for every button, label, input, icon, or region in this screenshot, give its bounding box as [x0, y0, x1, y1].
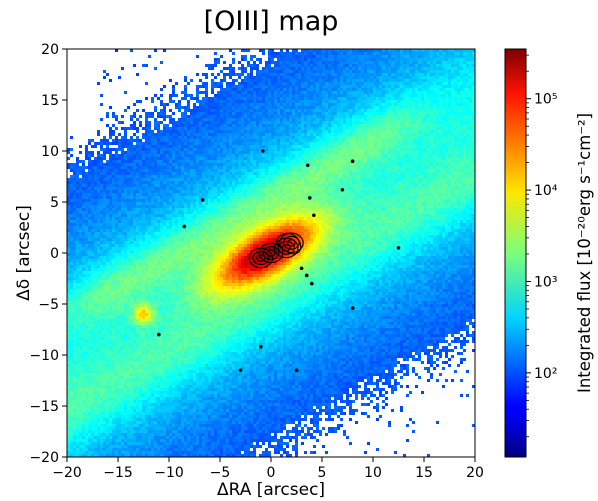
colorbar-gradient: [505, 49, 526, 457]
point-source-dot: [396, 246, 401, 250]
point-source-dot: [305, 163, 310, 168]
point-source-dot: [312, 213, 316, 218]
x-tick-label: 0: [267, 465, 276, 481]
colorbar-label: Integrated flux [10⁻²⁰erg s⁻¹cm⁻²]: [575, 113, 594, 393]
contour-line: [286, 239, 296, 247]
contour-line: [262, 246, 280, 260]
point-source-dot: [259, 345, 263, 349]
y-tick-label: −5: [38, 297, 59, 313]
contour-line: [258, 242, 284, 264]
point-source-dot: [310, 281, 314, 286]
y-tick-label: 20: [41, 42, 59, 58]
point-source-dot: [299, 266, 304, 271]
point-source-dot: [294, 368, 299, 373]
contour-line: [277, 240, 295, 255]
point-source-dot: [238, 368, 243, 373]
y-axis-label: Δδ [arcsec]: [14, 205, 34, 301]
colorbar-tick-label: 10²: [534, 366, 557, 382]
colorbar-tick-label: 10⁵: [534, 92, 557, 108]
flux-contours: [248, 232, 304, 269]
y-tick-label: 15: [41, 93, 59, 109]
chart-title: [OIII] map: [204, 6, 339, 37]
contour-line: [282, 235, 300, 250]
masked-point-sources: [157, 149, 401, 373]
point-source-dot: [350, 306, 355, 310]
colorbar-tick-label: 10⁴: [534, 183, 558, 199]
contour-line: [275, 232, 302, 255]
colorbar-tick-label: 10³: [534, 274, 557, 290]
point-source-dot: [350, 159, 355, 163]
y-tick-label: −15: [29, 399, 59, 415]
point-source-dot: [340, 187, 345, 192]
point-source-dot: [304, 273, 309, 278]
y-axis-ticks: −20 −15 −10 −5 0 5 10 15 20: [29, 42, 67, 466]
point-source-dot: [307, 196, 312, 200]
x-tick-label: 20: [466, 465, 484, 481]
point-source-dot: [261, 149, 265, 153]
contour-line: [252, 251, 270, 266]
y-tick-label: 0: [50, 246, 59, 262]
contour-line: [256, 254, 266, 262]
x-axis-label: ΔRA [arcsec]: [217, 480, 325, 500]
y-tick-label: −10: [29, 348, 59, 364]
point-source-dot: [182, 224, 187, 229]
y-tick-label: 10: [41, 144, 59, 160]
x-tick-label: 5: [318, 465, 327, 481]
x-tick-label: 15: [415, 465, 433, 481]
x-tick-label: −5: [210, 465, 231, 481]
contour-line: [266, 249, 276, 257]
x-axis-ticks: −20 −15 −10 −5 0 5 10 15 20: [52, 457, 484, 481]
y-tick-label: −20: [29, 450, 59, 466]
point-source-dot: [157, 332, 161, 337]
y-tick-label: 5: [50, 195, 59, 211]
x-tick-label: −10: [154, 465, 184, 481]
x-tick-label: −20: [52, 465, 82, 481]
plot-area: [66, 48, 476, 458]
point-source-dot: [200, 198, 205, 202]
x-tick-label: −15: [103, 465, 133, 481]
colorbar: 10² 10³ 10⁴ 10⁵ Integrated flux [10⁻²⁰erg s…: [504, 48, 594, 458]
contour-line: [279, 232, 304, 253]
x-tick-label: 10: [364, 465, 382, 481]
colorbar-ticks: 10² 10³ 10⁴ 10⁵: [526, 54, 558, 438]
